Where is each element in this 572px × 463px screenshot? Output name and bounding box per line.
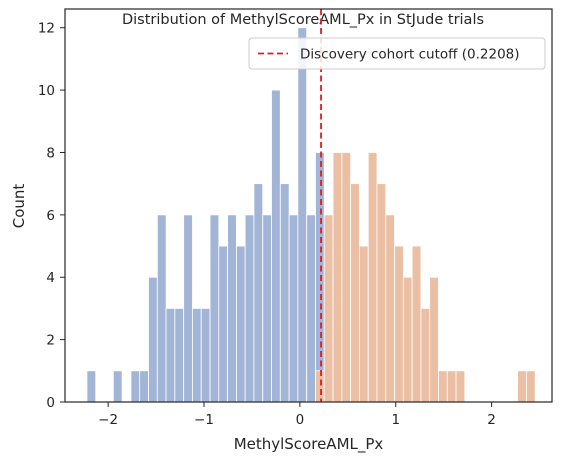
histogram-bar: [323, 214, 334, 403]
y-tick-label: 6: [46, 208, 55, 224]
histogram-bar: [112, 370, 123, 403]
histogram-bar: [183, 214, 193, 403]
histogram-bar: [165, 308, 176, 403]
y-axis-ticks: 0 2 4 6 8 10 12: [38, 21, 65, 411]
histogram-bar: [262, 214, 272, 403]
histogram-bar: [86, 370, 97, 403]
histogram-bar: [332, 152, 343, 403]
histogram-bar: [244, 214, 255, 403]
x-tick-label: −1: [194, 412, 214, 428]
legend-cutoff-label: Discovery cohort cutoff (0.2208): [300, 47, 520, 63]
histogram-bar: [297, 27, 308, 403]
histogram-bar: [420, 308, 431, 403]
histogram-bar: [279, 183, 290, 403]
histogram-bar: [350, 183, 360, 403]
y-tick-label: 4: [46, 270, 55, 286]
x-tick-label: 1: [391, 412, 400, 428]
histogram-bar: [253, 183, 264, 403]
bars-group: [86, 27, 536, 403]
histogram-bar: [315, 370, 325, 403]
histogram-bar: [288, 214, 299, 403]
histogram-bar: [227, 214, 237, 403]
y-tick-label: 2: [46, 333, 55, 349]
histogram-bar: [402, 276, 413, 403]
histogram-bar: [446, 370, 457, 403]
histogram-bar: [455, 370, 466, 403]
histogram-bar: [367, 152, 378, 403]
y-tick-label: 10: [38, 83, 55, 99]
histogram-bar: [236, 245, 246, 403]
histogram-bar: [174, 308, 185, 403]
histogram-bar: [526, 370, 536, 403]
histogram-bar: [341, 152, 352, 403]
histogram-bar: [385, 214, 395, 403]
histogram-bar: [411, 245, 422, 403]
legend: Discovery cohort cutoff (0.2208): [248, 37, 546, 70]
y-tick-label: 0: [46, 395, 55, 411]
x-tick-label: 0: [296, 412, 305, 428]
y-tick-label: 8: [46, 145, 55, 161]
histogram-bar: [156, 214, 167, 403]
histogram-bar: [209, 214, 220, 403]
y-tick-label: 12: [38, 21, 55, 37]
histogram-bar: [130, 370, 141, 403]
histogram-bar: [271, 89, 281, 403]
chart-title: Distribution of MethylScoreAML_Px in StJ…: [122, 12, 484, 28]
x-tick-label: −2: [98, 412, 118, 428]
histogram-bar: [429, 276, 439, 403]
histogram-bar: [200, 308, 211, 403]
x-axis-ticks: −2 −1 0 1 2: [98, 402, 496, 428]
histogram-bar: [438, 370, 448, 403]
histogram-bar: [218, 245, 228, 403]
histogram-bar: [148, 276, 158, 403]
histogram-bar: [192, 308, 202, 403]
histogram-bar: [517, 370, 527, 403]
x-tick-label: 2: [487, 412, 496, 428]
plot-frame: [64, 8, 553, 403]
histogram-bar: [358, 245, 369, 403]
histogram-bar: [376, 183, 387, 403]
x-axis-label: MethylScoreAML_Px: [234, 435, 384, 454]
histogram-bar: [394, 245, 404, 403]
histogram-bar: [315, 152, 325, 403]
y-axis-label: Count: [10, 184, 28, 229]
histogram-bar: [306, 214, 316, 403]
legend-box: [248, 37, 546, 70]
histogram-bar: [139, 370, 149, 403]
